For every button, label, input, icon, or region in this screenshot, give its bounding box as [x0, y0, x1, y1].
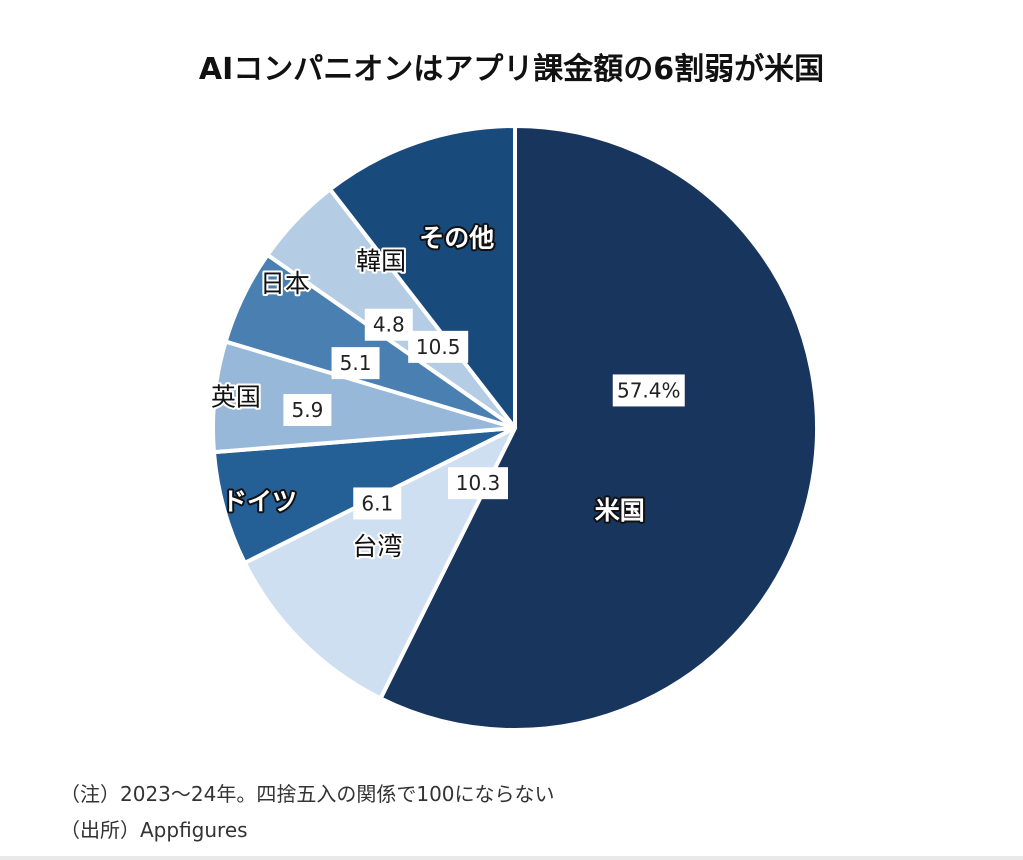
slice-taiwan [242, 426, 517, 701]
value-label-text: 5.9 [291, 398, 323, 422]
note-text: （注）2023～24年。四捨五入の関係で100にならない [60, 782, 555, 806]
value-label-text: 57.4% [617, 378, 681, 402]
value-label-text: 10.5 [416, 335, 461, 359]
value-label-box [364, 308, 413, 341]
value-label-box [353, 487, 402, 520]
slice-name-label: ドイツ [222, 487, 297, 516]
slice-us [378, 124, 819, 732]
value-label: 10.5 [408, 330, 469, 363]
value-label: 57.4% [612, 374, 685, 407]
value-label: 4.8 [364, 308, 413, 341]
value-label: 6.1 [353, 487, 402, 520]
chart-notes: （注）2023～24年。四捨五入の関係で100にならない （出所）Appfigu… [60, 776, 555, 848]
slice-name-label: 英国 [211, 382, 261, 411]
slice-other [328, 124, 517, 430]
value-label-box [283, 393, 332, 426]
value-label: 10.3 [447, 467, 508, 500]
chart-title: AIコンパニオンはアプリ課金額の6割弱が米国 [198, 52, 825, 87]
slice-name-label: 韓国 [356, 246, 406, 275]
value-label: 5.1 [331, 347, 380, 380]
bottom-divider [0, 856, 1023, 860]
value-label-text: 10.3 [456, 471, 501, 495]
value-label-text: 6.1 [361, 491, 393, 515]
value-label: 5.9 [283, 393, 332, 426]
value-label-text: 4.8 [373, 313, 405, 337]
value-label-box [612, 374, 685, 407]
slice-name-label: 米国 [595, 496, 645, 525]
source-text: （出所）Appfigures [60, 818, 248, 842]
value-label-box [447, 467, 508, 500]
value-label-box [331, 347, 380, 380]
slice-name-label: 日本 [260, 269, 310, 298]
value-label-text: 5.1 [340, 351, 372, 375]
slice-name-label: 台湾 [352, 532, 402, 561]
value-label-box [408, 330, 469, 363]
slice-name-label: その他 [419, 223, 494, 252]
